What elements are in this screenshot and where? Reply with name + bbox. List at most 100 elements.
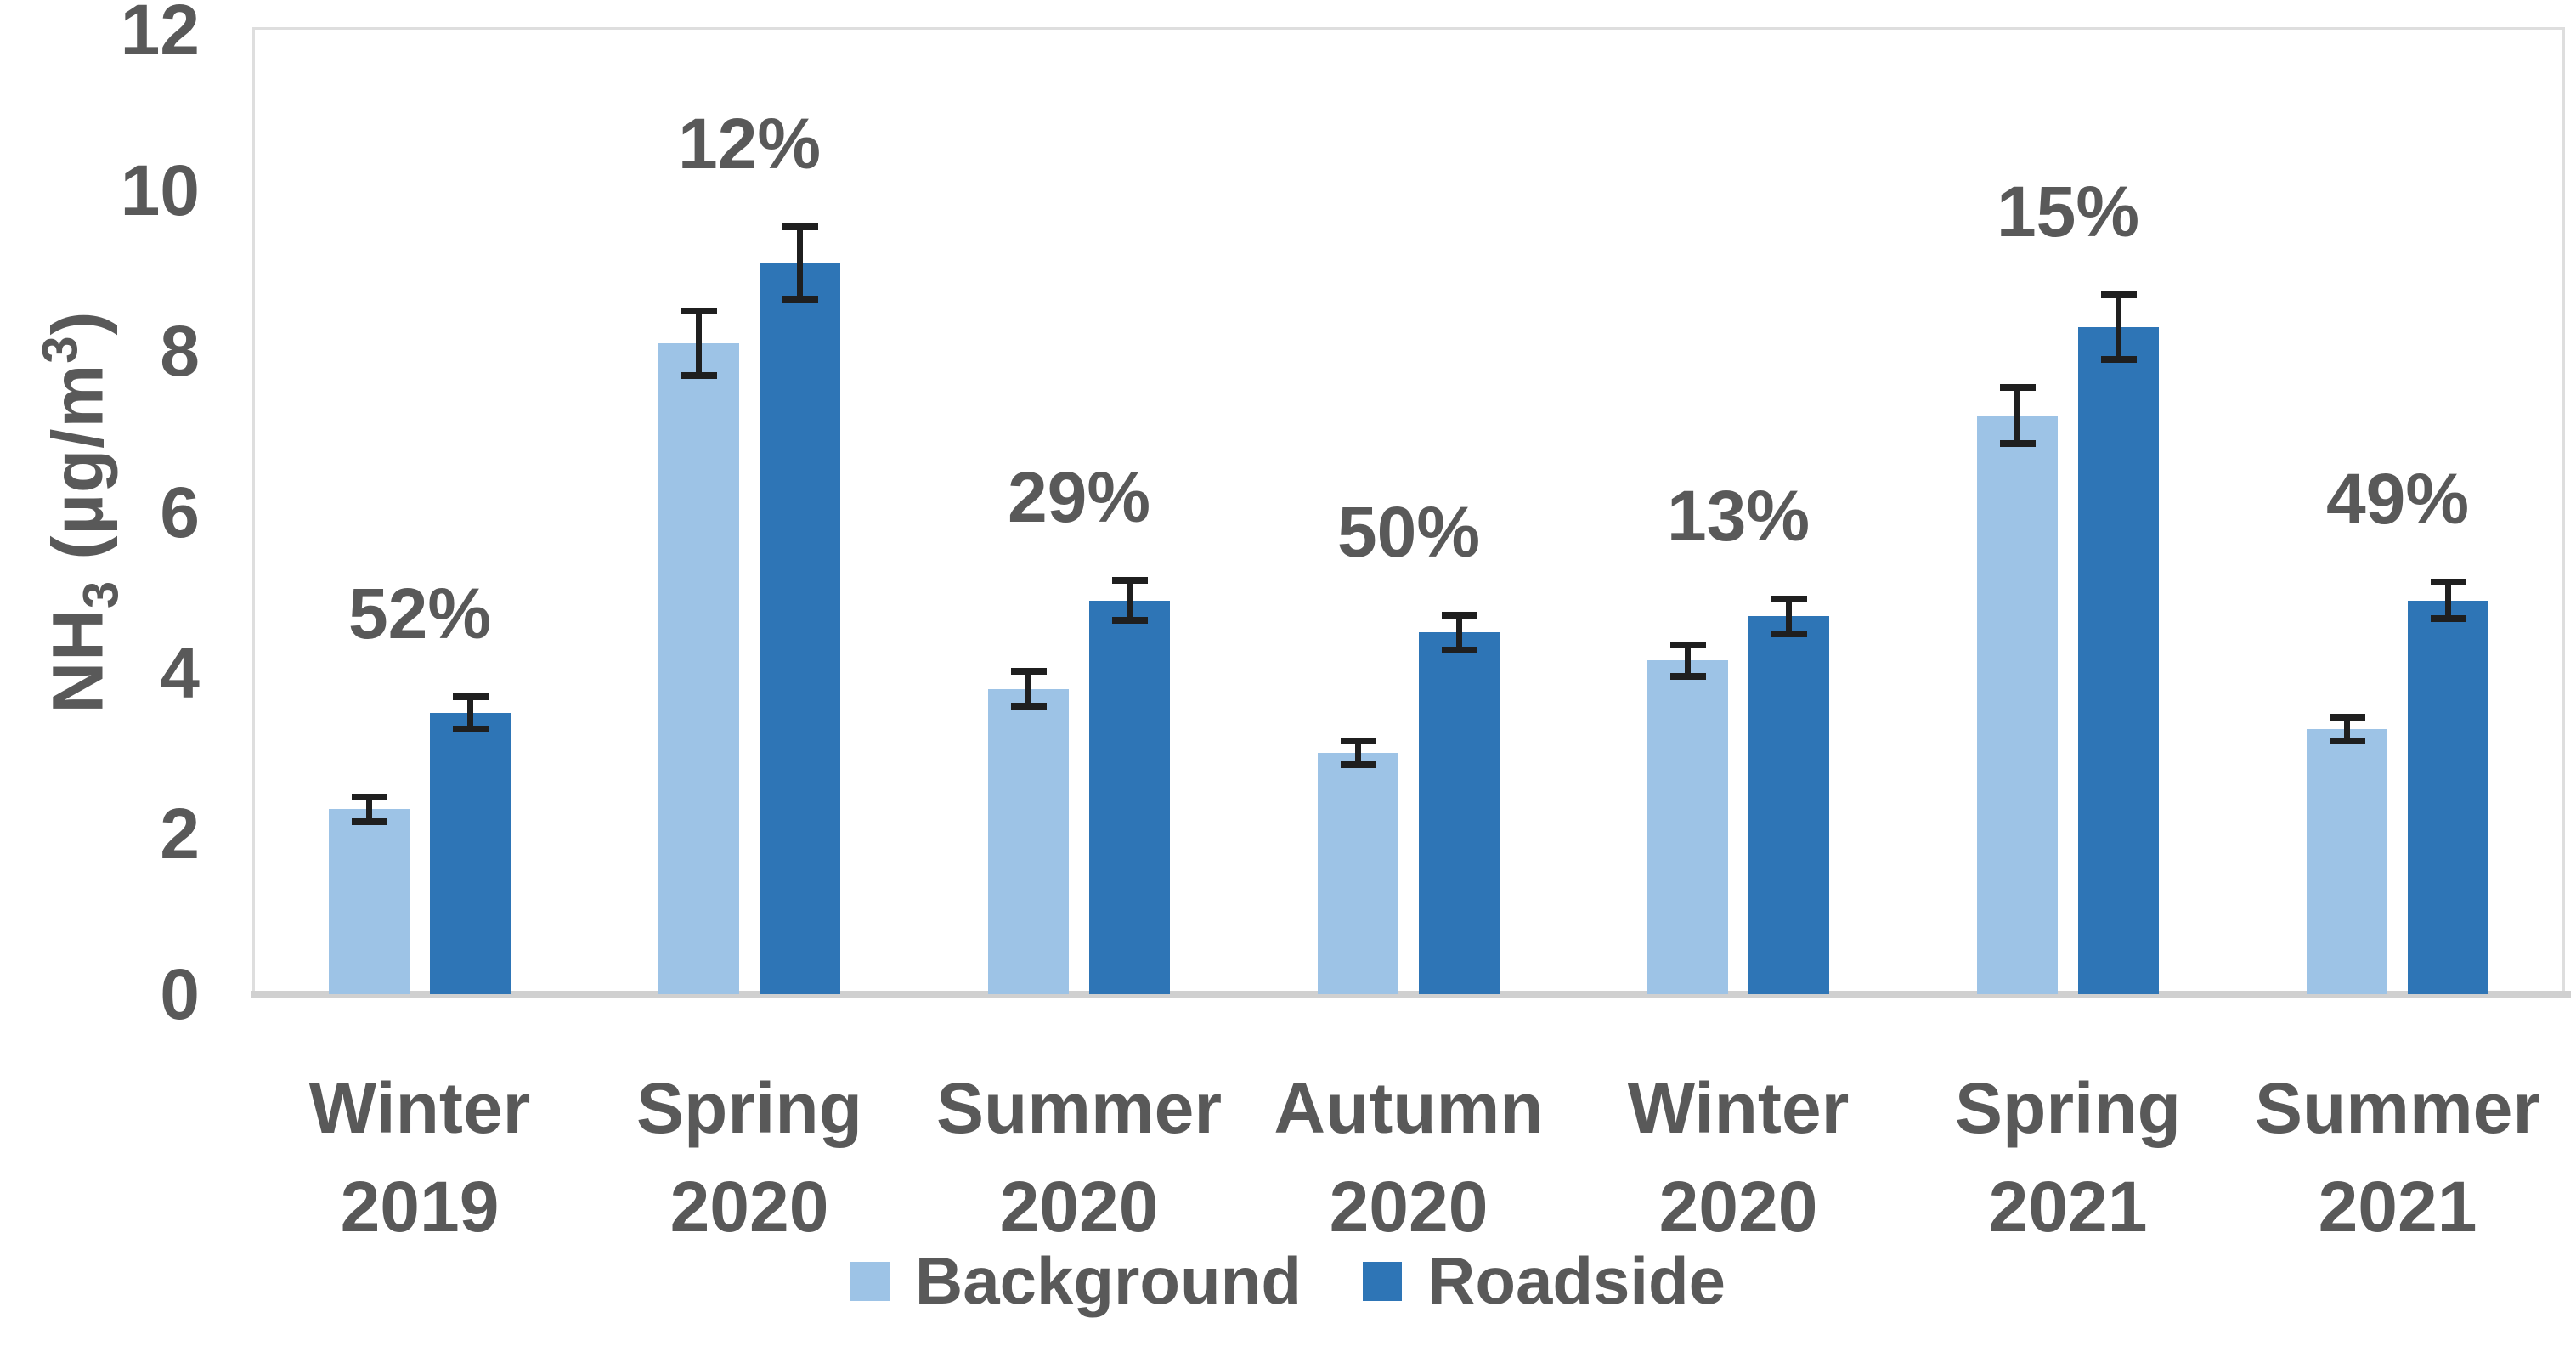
bar-background	[2307, 728, 2387, 994]
error-bar-line	[366, 797, 372, 822]
error-bar-cap-bottom	[2329, 738, 2365, 745]
x-axis-line	[251, 991, 2571, 998]
error-bar-line	[1025, 670, 1031, 707]
percent-label: 29%	[1007, 456, 1151, 537]
x-axis-label-season: Winter	[308, 1068, 531, 1148]
x-axis-label: Spring 2021	[1856, 1059, 2280, 1256]
y-axis-tick-label: 0	[160, 954, 200, 1034]
bar-background	[1647, 660, 1728, 994]
error-bar-cap-bottom	[452, 725, 489, 732]
error-bar-line	[1355, 741, 1361, 766]
bar-roadside	[1419, 632, 1500, 994]
bar-roadside	[2408, 600, 2488, 994]
x-axis-label-season: Summer	[935, 1068, 1223, 1148]
error-bar-line	[467, 697, 473, 729]
x-axis-label: Summer 2020	[867, 1059, 1291, 1256]
error-bar-cap-bottom	[2430, 615, 2466, 623]
bar-background	[658, 342, 739, 994]
error-bar-cap-bottom	[1999, 440, 2036, 448]
x-axis-label-year: 2021	[2318, 1167, 2477, 1247]
error-bar-line	[2014, 387, 2020, 444]
error-bar-cap-bottom	[1111, 617, 1148, 625]
x-axis-label: Winter 2019	[207, 1059, 632, 1256]
legend-swatch-background	[850, 1261, 890, 1301]
error-bar-cap-top	[1010, 667, 1047, 675]
legend-item-roadside: Roadside	[1362, 1242, 1726, 1320]
x-axis-label-season: Autumn	[1274, 1068, 1544, 1148]
x-axis-label-year: 2020	[669, 1167, 829, 1247]
x-axis-label: Spring 2020	[537, 1059, 962, 1256]
legend-label-roadside: Roadside	[1426, 1243, 1726, 1318]
error-bar-line	[1685, 644, 1691, 677]
error-bar-line	[1127, 580, 1133, 621]
x-axis-label-year: 2020	[999, 1167, 1159, 1247]
error-bar-cap-bottom	[351, 817, 387, 825]
legend-item-background: Background	[850, 1242, 1302, 1320]
bar-roadside	[2078, 326, 2159, 994]
error-bar-line	[1456, 614, 1462, 651]
bar-roadside	[1089, 600, 1170, 994]
y-axis-tick-label: 10	[120, 150, 200, 231]
y-axis-tick-label: 12	[120, 0, 200, 70]
error-bar-line	[1786, 598, 1792, 635]
error-bar-line	[2344, 716, 2350, 742]
error-bar-cap-bottom	[1010, 703, 1047, 710]
bar-roadside	[760, 263, 840, 994]
percent-label: 15%	[1996, 172, 2140, 252]
error-bar-cap-top	[681, 308, 717, 315]
error-bar-line	[797, 226, 803, 299]
bar-background	[1318, 753, 1398, 994]
x-axis-label-season: Summer	[2254, 1068, 2541, 1148]
x-axis-label: Autumn 2020	[1196, 1059, 1621, 1256]
error-bar-cap-bottom	[1669, 673, 1706, 681]
error-bar-line	[696, 311, 702, 376]
error-bar-cap-bottom	[782, 295, 818, 303]
y-axis-tick-label: 6	[160, 472, 200, 552]
percent-label: 50%	[1336, 491, 1481, 572]
bar-background	[1977, 416, 2058, 994]
x-axis-label-year: 2021	[1988, 1167, 2148, 1247]
error-bar-cap-top	[1111, 576, 1148, 584]
bar-roadside	[430, 712, 511, 994]
y-axis-tick-label: 4	[160, 632, 200, 713]
percent-label: 13%	[1666, 475, 1811, 556]
x-axis-label: Winter 2020	[1526, 1059, 1951, 1256]
y-axis-tick-label: 2	[160, 793, 200, 874]
bar-background	[329, 809, 410, 994]
error-bar-cap-top	[1669, 641, 1706, 648]
error-bar-cap-top	[452, 693, 489, 701]
bar-background	[988, 688, 1069, 994]
error-bar-cap-top	[782, 223, 818, 230]
plot-area	[252, 27, 2565, 994]
x-axis-label-season: Spring	[1955, 1068, 2181, 1148]
percent-label: 12%	[677, 103, 822, 184]
x-axis-label: Summer 2021	[2185, 1059, 2576, 1256]
x-axis-label-year: 2020	[1329, 1167, 1489, 1247]
error-bar-cap-bottom	[1771, 631, 1807, 638]
x-axis-label-season: Spring	[636, 1068, 862, 1148]
error-bar-cap-top	[1441, 611, 1477, 619]
bar-roadside	[1748, 616, 1829, 994]
legend: Background Roadside	[0, 1242, 2576, 1320]
x-axis-label-year: 2019	[340, 1167, 500, 1247]
error-bar-cap-top	[2430, 578, 2466, 585]
error-bar-cap-top	[2329, 713, 2365, 721]
percent-label: 49%	[2325, 458, 2470, 539]
error-bar-cap-top	[1340, 738, 1376, 745]
error-bar-cap-top	[351, 794, 387, 801]
error-bar-cap-top	[1999, 383, 2036, 391]
legend-label-background: Background	[914, 1243, 1302, 1318]
percent-label: 52%	[347, 574, 492, 654]
y-axis-tick-label: 8	[160, 311, 200, 392]
legend-swatch-roadside	[1362, 1261, 1402, 1301]
error-bar-cap-bottom	[1340, 761, 1376, 769]
error-bar-cap-bottom	[1441, 647, 1477, 654]
x-axis-label-year: 2020	[1658, 1167, 1818, 1247]
x-axis-label-season: Winter	[1627, 1068, 1850, 1148]
error-bar-cap-top	[2100, 291, 2137, 299]
error-bar-cap-bottom	[681, 371, 717, 379]
error-bar-line	[2116, 295, 2121, 359]
error-bar-cap-top	[1771, 595, 1807, 602]
